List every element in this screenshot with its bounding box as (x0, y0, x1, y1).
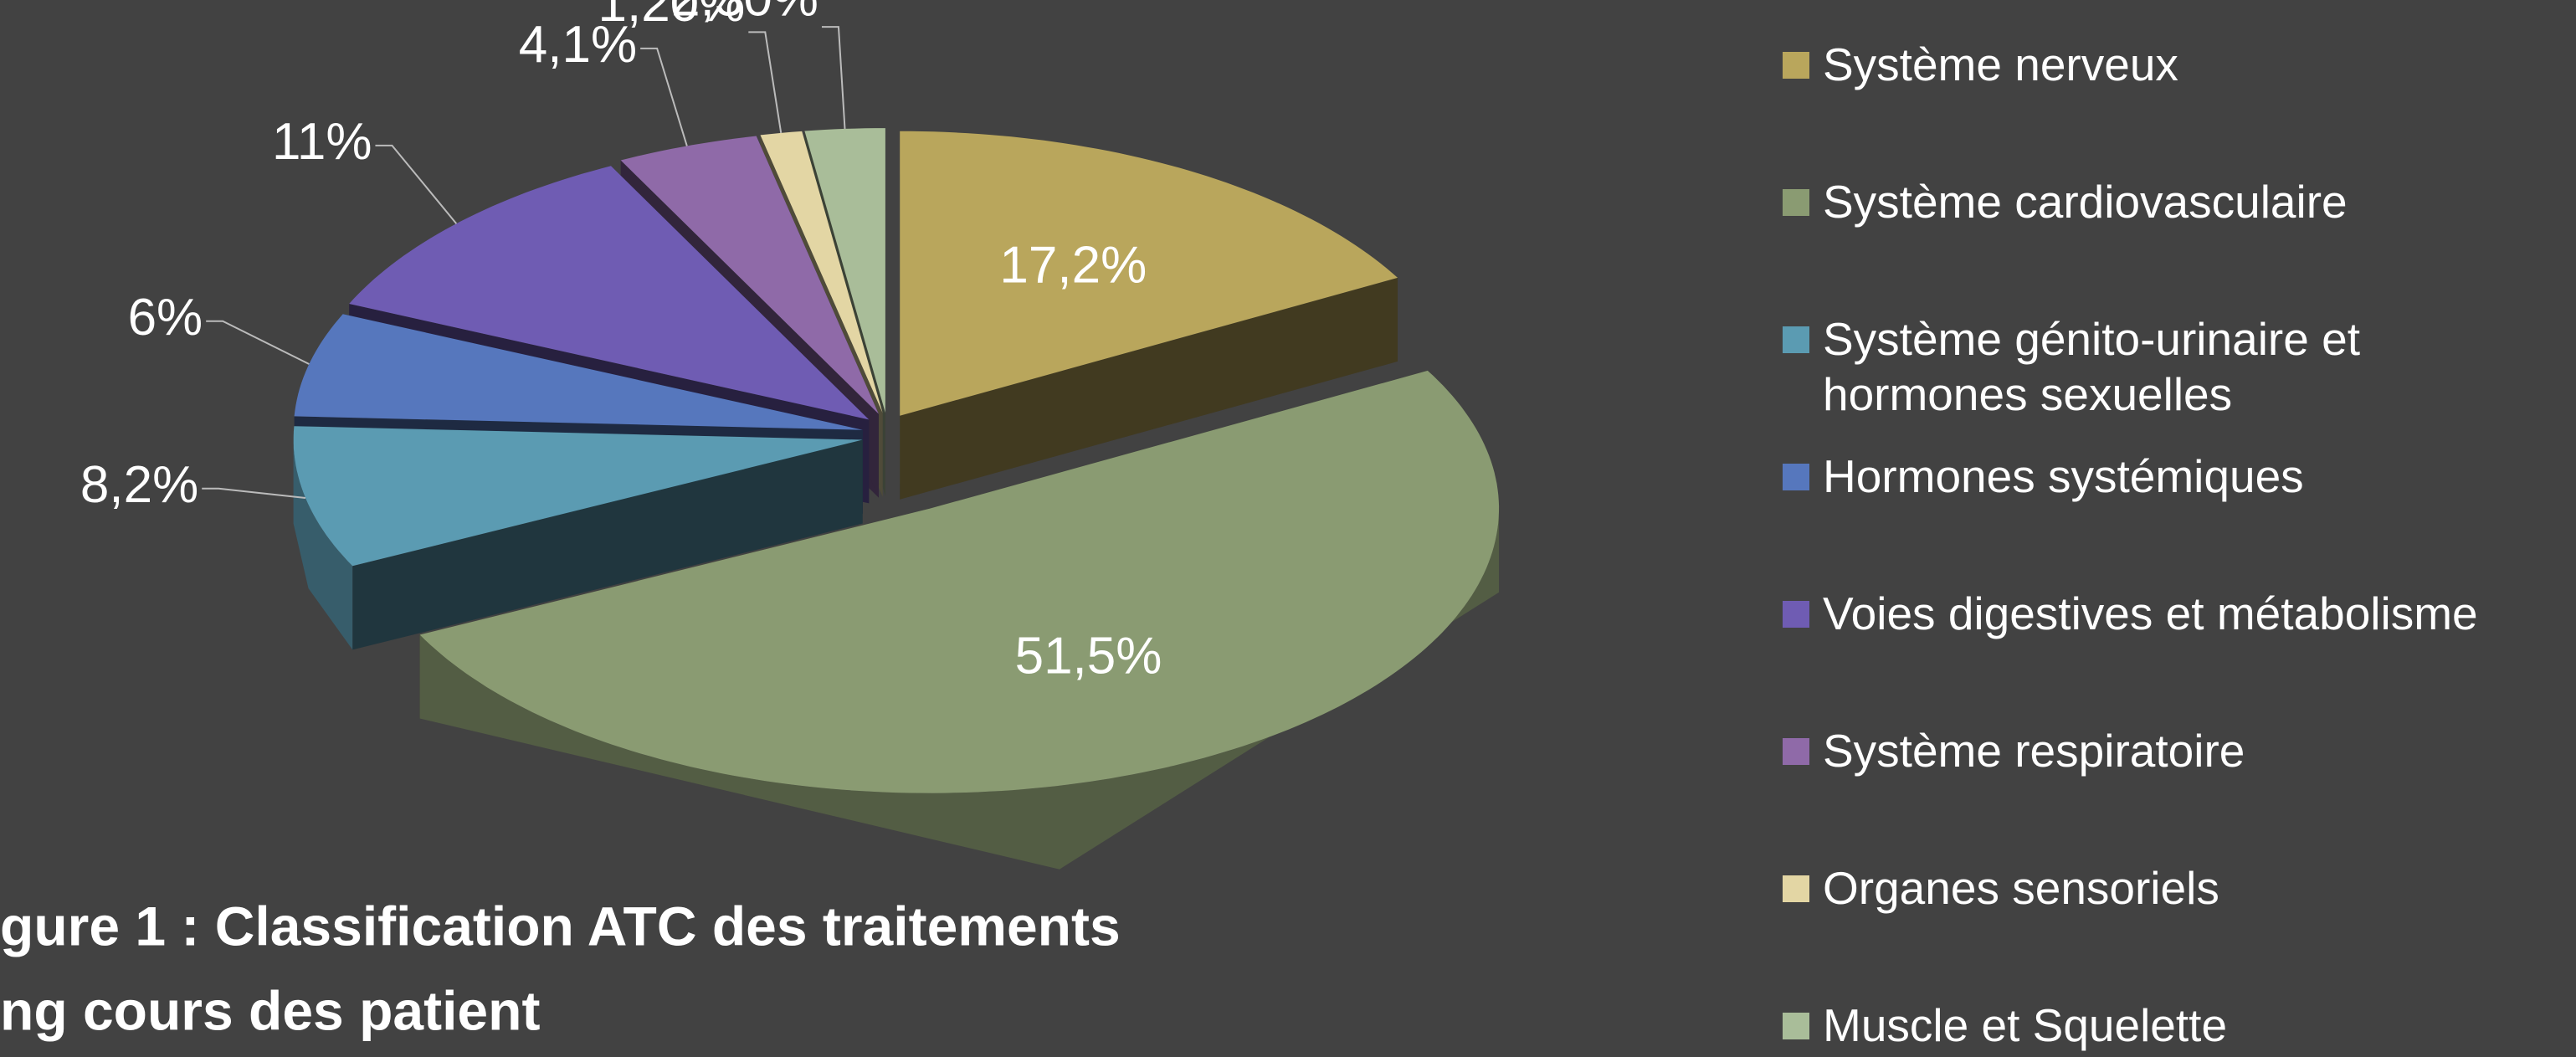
legend-item: Système respiratoire (1783, 723, 2576, 778)
legend-item: Système cardiovasculaire (1783, 174, 2576, 229)
data-label: 11% (272, 113, 372, 171)
legend-label: Muscle et Squelette (1823, 999, 2228, 1051)
chart: gure 1 : Classification ATC des traiteme… (0, 0, 1500, 1041)
legend-swatch (1783, 464, 1809, 490)
leader-line (748, 31, 783, 134)
slice (900, 131, 1398, 416)
legend-label: Système cardiovasculaire (1823, 176, 2348, 228)
slice (294, 314, 863, 430)
legend-label: Système respiratoire (1823, 725, 2245, 777)
chart-title: gure 1 : Classification ATC des traiteme… (0, 895, 1121, 957)
data-label: 6% (128, 289, 203, 346)
legend-swatch (1783, 875, 1809, 902)
legend-swatch (1783, 52, 1809, 79)
legend-item: Système génito-urinaire et hormones sexu… (1783, 311, 2576, 422)
chart-title: ng cours des patient (0, 979, 540, 1041)
leader-line (640, 47, 688, 146)
slice-wall (293, 439, 353, 650)
legend-item: Organes sensoriels (1783, 860, 2576, 916)
legend-label: Système nerveux (1823, 38, 2178, 90)
slice (419, 370, 1500, 793)
legend: Système nerveux Système cardiovasculaire S… (1783, 0, 2576, 1057)
data-label: 51,5% (1015, 628, 1162, 685)
legend-label: Organes sensoriels (1823, 862, 2219, 914)
slice-side (900, 277, 1398, 500)
slice (349, 166, 870, 420)
data-label: 17,2% (999, 236, 1147, 294)
legend-swatch (1783, 601, 1809, 628)
legend-item: Système nerveux (1783, 37, 2576, 92)
pie-tops (293, 128, 1500, 793)
legend-swatch (1783, 1013, 1809, 1039)
legend-item: Hormones systémiques (1783, 449, 2576, 504)
data-label: 8,2% (80, 456, 198, 514)
data-label: 4,1% (519, 16, 637, 74)
leader-line (375, 144, 458, 224)
legend-item: Voies digestives et métabolisme (1783, 586, 2576, 641)
legend-swatch (1783, 326, 1809, 353)
legend-swatch (1783, 189, 1809, 216)
legend-item: Muscle et Squelette (1783, 998, 2576, 1053)
slice (620, 136, 879, 414)
legend-swatch (1783, 738, 1809, 765)
leader-line (206, 320, 310, 365)
leader-line (202, 487, 306, 500)
slice-wall (419, 508, 1500, 870)
data-label: 2,30% (671, 0, 818, 28)
legend-label: Système génito-urinaire et hormones sexu… (1823, 313, 2360, 420)
legend-label: Hormones systémiques (1823, 450, 2304, 502)
slice (804, 128, 885, 413)
slice (293, 426, 863, 567)
data-label: 1,20% (598, 0, 745, 33)
leader-line (821, 26, 846, 129)
legend-label: Voies digestives et métabolisme (1823, 588, 2478, 639)
slice (760, 131, 883, 413)
